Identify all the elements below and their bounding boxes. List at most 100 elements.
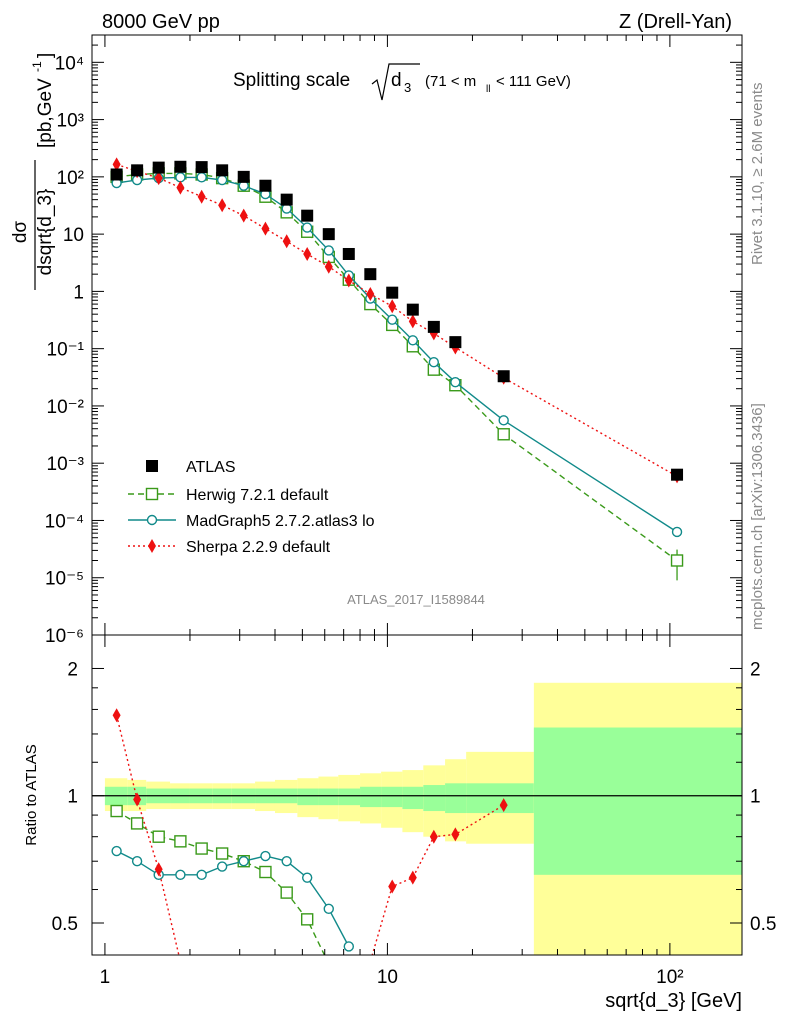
ratio-sherpa-2-2-9-default-point [133,792,142,807]
mcplots-label: mcplots.cern.ch [arXiv:1306.3436] [749,403,766,630]
atlas-point [427,320,440,333]
madgraph5-2-7-2-atlas3-lo-point [498,415,509,426]
sherpa-2-2-9-default-point [154,171,163,186]
ratio-y-tick-label-right: 1 [750,787,761,808]
madgraph5-2-7-2-atlas3-lo-point [301,222,313,233]
ratio-plot-frame [91,634,743,956]
atlas-point [280,193,293,206]
uncertainty-band-inner [533,727,742,875]
uncertainty-band-inner [338,788,361,806]
legend-herwig-7-2-1-default-label: Herwig 7.2.1 default [186,487,329,504]
main-y-label: dσ dsqrt{d_3} [pb,GeV -1 ] [10,53,56,290]
analysis-watermark: ATLAS_2017_I1589844 [347,592,485,607]
x-tick-label: 1 [100,967,111,988]
atlas-point [497,370,510,383]
ratio-madgraph5-2-7-2-atlas3-lo-point [238,856,249,867]
x-axis-label: sqrt{d_3} [GeV] [605,990,742,1012]
atlas-point [216,164,229,177]
sherpa-2-2-9-default-point [282,234,291,249]
madgraph5-2-7-2-atlas3-lo-point [450,376,461,388]
ylabel-denominator: dsqrt{d_3} [35,189,56,276]
y-tick-label: 10⁻⁴ [45,511,84,532]
ylabel-unit: [pb,GeV [35,78,56,148]
sherpa-2-2-9-default-point [176,180,185,195]
sqrt-symbol [371,63,420,101]
ratio-madgraph5-2-7-2-atlas3-lo-point [216,861,228,872]
main-plot-panel: 10⁻⁶ 10⁻⁵ 10⁻⁴ 10⁻³ 10⁻² 10⁻¹ 1 10 10² 10³ 10⁴ [45,34,743,647]
ratio-sherpa-2-2-9-default-point [451,827,460,842]
ylabel-numerator: dσ [10,221,31,244]
ratio-y-tick-label-right: 0.5 [750,914,776,935]
sherpa-2-2-9-default-point [218,198,227,213]
ratio-madgraph5-2-7-2-atlas3-lo-point [175,869,186,881]
ratio-herwig-7-2-1-default-point [259,865,272,879]
ratio-sherpa-2-2-9-default-point [429,829,438,844]
ratio-sherpa-2-2-9-default-point [408,870,417,885]
atlas-point [131,164,144,177]
ratio-herwig-7-2-1-default-point [174,835,187,848]
ratio-sherpa-2-2-9-default-point [499,798,508,813]
uncertainty-band-inner [297,788,319,806]
ratio-sherpa-2-2-9-default-point [154,862,163,877]
y-tick-label: 10³ [57,111,84,132]
sherpa-2-2-9-default-point [388,299,397,314]
sherpa-2-2-9-default-point [324,259,333,274]
main-data-layer [110,157,684,581]
atlas-point [322,228,335,241]
y-tick-label: 10 [63,225,84,246]
title-prefix: Splitting scale [233,70,350,91]
ratio-herwig-7-2-1-default-point [130,817,144,830]
madgraph5-2-7-2-atlas3-lo-point [196,172,207,183]
y-tick-label: 10⁻² [47,397,85,418]
uncertainty-band-inner [381,786,403,808]
y-tick-label: 10⁻⁵ [45,569,84,590]
uncertainty-band-inner [360,786,382,808]
legend-madgraph5-2-7-2-atlas3-lo-marker [146,514,158,526]
ylabel-unit-sup: -1 [30,61,44,72]
atlas-point [110,168,123,181]
legend-sherpa-2-2-9-default-label: Sherpa 2.2.9 default [186,539,331,556]
ratio-madgraph5-2-7-2-atlas3-lo-point [260,850,271,862]
uncertainty-band-inner [423,785,446,812]
ratio-axis-ticks: 1 10 10² 0.5 0.5 1 1 2 2 [52,635,776,988]
madgraph5-2-7-2-atlas3-lo-point [216,174,228,186]
sherpa-2-2-9-default-point [261,221,270,236]
madgraph5-2-7-2-atlas3-lo-point [671,526,683,538]
ylabel-unit-close: ] [35,53,56,58]
ratio-plot-panel: 1 10 10² 0.5 0.5 1 1 2 2 [52,634,776,988]
atlas-point [174,160,187,173]
title-range-open: (71 < m [425,73,476,90]
title-var-sub: 3 [404,80,411,95]
y-tick-label: 10⁻¹ [47,340,85,361]
y-tick-label: 10⁴ [55,53,84,74]
y-tick-label: 10² [57,168,84,189]
ratio-sherpa-2-2-9-default-point [112,708,121,723]
legend-atlas-marker [146,460,158,472]
ratio-herwig-7-2-1-default-point [280,886,293,899]
ratio-y-tick-label-right: 2 [750,659,761,680]
madgraph5-2-7-2-atlas3-lo-point [175,172,186,183]
legend-herwig-7-2-1-default-marker [145,487,159,501]
sherpa-2-2-9-default-point [366,287,375,302]
atlas-point [237,170,250,183]
atlas-point [195,161,208,174]
ratio-herwig-7-2-1-default-point [152,830,165,843]
rivet-label: Rivet 3.1.10, ≥ 2.6M events [749,83,766,266]
collision-label: 8000 GeV pp [102,11,220,33]
x-tick-label: 10² [656,967,683,988]
atlas-point [152,161,165,174]
uncertainty-band-inner [402,786,424,810]
title-range-sub: ll [486,84,490,95]
ratio-y-label: Ratio to ATLAS [23,744,40,845]
atlas-point [364,268,377,281]
herwig-7-2-1-default-point [670,554,684,567]
ratio-madgraph5-2-7-2-atlas3-lo-point [281,856,292,867]
madgraph5-2-7-2-atlas3-lo-point [323,245,334,256]
ratio-madgraph5-2-7-2-atlas3-lo-point [131,856,143,867]
ratio-y-tick-label: 2 [67,659,78,680]
atlas-point [386,286,399,299]
ratio-herwig-7-2-1-default-point [215,847,229,860]
uncertainty-band-inner [445,783,467,814]
y-tick-label: 10⁻⁶ [45,626,84,647]
